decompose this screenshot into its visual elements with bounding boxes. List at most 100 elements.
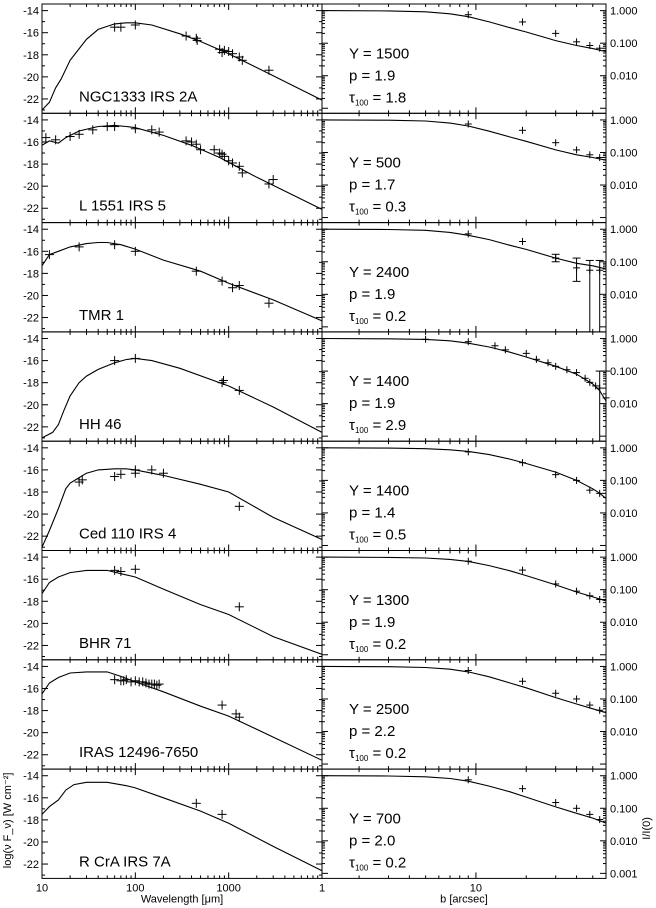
param-Y: Y = 700 [349,810,401,827]
y-tick-label: -22 [23,859,39,871]
right-y-tick-label: 0.100 [610,585,638,597]
x-tick-label: 10 [36,882,48,894]
y-tick-label: -16 [23,465,39,477]
tau-value: = 0.2 [368,308,406,325]
right-y-tick-label: 1.000 [610,443,638,455]
object-name: IRAS 12496-7650 [79,744,198,761]
profile-model-curve [322,447,606,499]
profile-model-curve [322,775,606,824]
y-tick-label: -16 [23,356,39,368]
panel-5: -14 -16 -18 -20 -22 1.000 0.100 0.010 Ced 110 IR… [23,440,638,552]
y-tick-label: -14 [23,552,39,564]
sed-model-curve [42,124,322,210]
panel-4: -14 -16 -18 -20 -22 1.000 0.100 0.010 HH 46 Y = 1… [23,331,638,442]
profile-model-curve [322,228,606,270]
tau-subscript: 100 [355,426,369,435]
right-y-tick-label: 0.100 [610,475,638,487]
right-y-tick-label: 0.100 [610,366,638,378]
panel-7: -14 -16 -18 -20 -22 1.000 0.100 0.010 IRAS 12496… [23,659,638,770]
tau-symbol: τ [349,308,355,325]
param-Y: Y = 1300 [349,592,409,609]
tau-subscript: 100 [355,317,369,326]
right-y-tick-label: 0.001 [610,868,638,880]
right-y-tick-label: 0.100 [610,257,638,269]
right-y-tick-label: 1.000 [610,115,638,127]
panel-1: -14 -16 -18 -20 -22 1.000 0.100 0.010 NGC1333 IR… [23,3,638,114]
right-y-tick-label: 1.000 [610,771,638,783]
y-tick-label: -18 [23,487,39,499]
tau-subscript: 100 [355,754,369,763]
param-p: p = 1.4 [349,505,395,522]
right-y-tick-label: 1.000 [610,552,638,564]
y-tick-label: -18 [23,159,39,171]
tau-subscript: 100 [355,208,369,217]
tau-value: = 0.2 [368,854,406,871]
object-name: HH 46 [79,416,122,433]
y-tick-label: -16 [23,684,39,696]
tau-symbol: τ [349,527,355,544]
panel-8: -14 -16 -18 -20 -22 1.000 0.100 0.010 0.001 R CrA… [23,768,638,880]
right-y-tick-label: 1.000 [610,661,638,673]
object-name: L 1551 IRS 5 [79,198,166,215]
y-tick-label: -16 [23,793,39,805]
profile-panel-frame [321,768,607,879]
y-tick-label: -18 [23,50,39,62]
right-y-tick-label: 1.000 [610,224,638,236]
y-tick-label: -20 [23,400,39,412]
object-name: TMR 1 [79,307,124,324]
right-y-tick-label: 0.100 [610,803,638,815]
object-name: BHR 71 [79,635,132,652]
y-tick-label: -20 [23,728,39,740]
x-tick-label: 1 [319,882,325,894]
right-y-tick-label: 0.010 [610,289,638,301]
param-p: p = 1.9 [349,286,395,303]
y-axis-label-intensity: I/I(0) [641,817,653,840]
right-y-tick-label: 0.010 [610,71,638,83]
y-tick-label: -16 [23,246,39,258]
y-tick-label: -22 [23,640,39,652]
param-Y: Y = 1400 [349,483,409,500]
tau-subscript: 100 [355,645,369,654]
param-p: p = 2.0 [349,832,395,849]
right-y-tick-label: 0.100 [610,694,638,706]
tau-value: = 1.8 [368,89,406,106]
param-tau: τ100 = 0.2 [349,636,406,654]
y-tick-label: -14 [23,661,39,673]
y-tick-label: -22 [23,422,39,434]
param-Y: Y = 2500 [349,701,409,718]
tau-symbol: τ [349,745,355,762]
param-Y: Y = 1500 [349,45,409,62]
param-tau: τ100 = 0.2 [349,854,406,872]
right-y-tick-label: 0.010 [610,836,638,848]
y-tick-label: -20 [23,181,39,193]
right-y-tick-label: 0.010 [610,180,638,192]
tau-symbol: τ [349,636,355,653]
tau-value: = 2.9 [368,417,406,434]
y-tick-label: -20 [23,509,39,521]
y-tick-label: -22 [23,313,39,325]
right-y-tick-label: 0.010 [610,727,638,739]
y-tick-label: -22 [23,94,39,106]
param-tau: τ100 = 0.3 [349,199,406,217]
param-tau: τ100 = 0.2 [349,745,406,763]
y-tick-label: -20 [23,837,39,849]
param-tau: τ100 = 0.5 [349,527,406,545]
object-name: R CrA IRS 7A [79,853,171,870]
y-tick-label: -20 [23,72,39,84]
y-tick-label: -16 [23,574,39,586]
y-tick-label: -14 [23,115,39,127]
y-tick-label: -14 [23,224,39,236]
param-p: p = 1.9 [349,395,395,412]
tau-value: = 0.2 [368,745,406,762]
right-y-tick-label: 1.000 [610,334,638,346]
tau-symbol: τ [349,417,355,434]
right-y-tick-label: 1.000 [610,6,638,18]
param-Y: Y = 2400 [349,264,409,281]
profile-model-curve [322,556,606,602]
param-Y: Y = 1400 [349,373,409,390]
panel-6: -14 -16 -18 -20 -22 1.000 0.100 0.010 BHR 71 Y = … [23,550,638,661]
x-axis-label-wavelength: Wavelength [μm] [141,893,223,905]
y-tick-label: -22 [23,750,39,762]
tau-subscript: 100 [355,863,369,872]
